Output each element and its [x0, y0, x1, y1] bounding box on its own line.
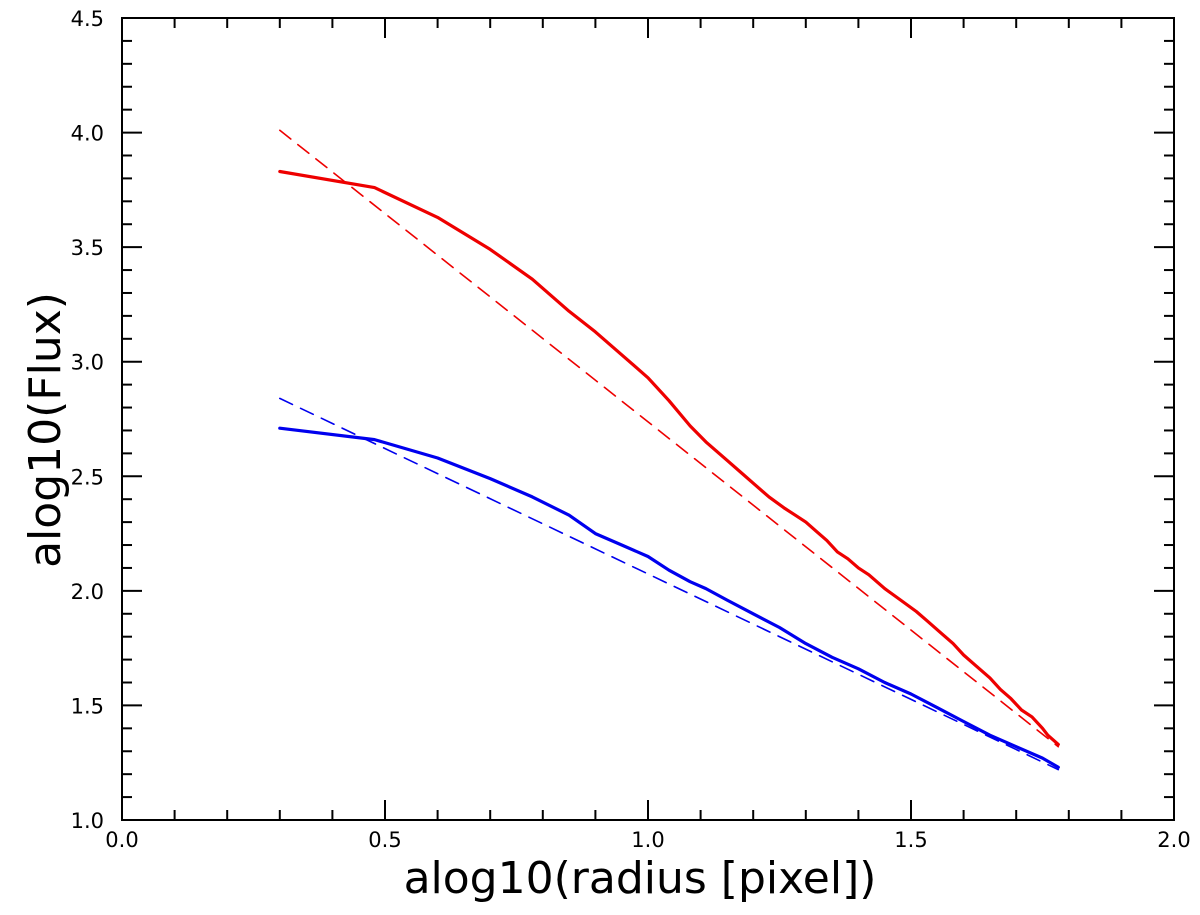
- y-tick-label: 1.5: [71, 694, 104, 718]
- y-tick-label: 3.5: [71, 236, 104, 260]
- y-tick-label: 2.0: [71, 580, 104, 604]
- axis-ticks: [121, 17, 1175, 821]
- red-solid-series-line: [278, 169, 1060, 747]
- blue-solid-series-line: [278, 426, 1060, 769]
- y-tick-label: 3.0: [71, 351, 104, 375]
- x-tick-label: 1.0: [631, 828, 664, 852]
- y-tick-label: 4.0: [71, 122, 104, 146]
- y-tick-label: 1.0: [71, 809, 104, 833]
- y-tick-label: 2.5: [71, 465, 104, 489]
- data-lines: [278, 129, 1060, 771]
- blue-dashed-series-line: [278, 397, 1060, 771]
- x-tick-label: 0.0: [105, 828, 138, 852]
- red-dashed-series-line: [278, 129, 1060, 748]
- tick-labels: 0.0 0.5 1.0 1.5 2.0 1.0 1.5 2.0 2.5 3.0 3.5 4.0 4.5: [71, 7, 1191, 852]
- plot-frame: [121, 17, 1175, 821]
- x-axis-title: alog10(radius [pixel]): [404, 853, 877, 904]
- y-axis-title: alog10(Flux): [20, 292, 71, 568]
- x-tick-label: 1.5: [894, 828, 927, 852]
- y-tick-label: 4.5: [71, 7, 104, 31]
- x-tick-label: 2.0: [1157, 828, 1190, 852]
- x-tick-label: 0.5: [368, 828, 401, 852]
